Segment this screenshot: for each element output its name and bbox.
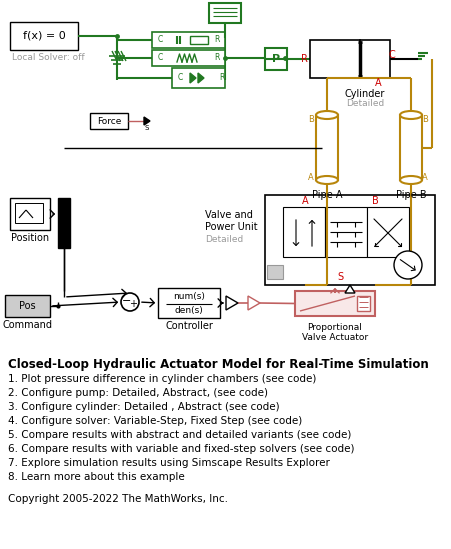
Text: R: R xyxy=(300,54,308,64)
Bar xyxy=(295,291,375,316)
Bar xyxy=(325,207,367,257)
Text: A: A xyxy=(422,172,428,182)
Text: 2. Configure pump: Detailed, Abstract, (see code): 2. Configure pump: Detailed, Abstract, (… xyxy=(8,388,268,398)
Text: Valve Actuator: Valve Actuator xyxy=(302,333,368,343)
Bar xyxy=(357,296,370,311)
Bar xyxy=(15,203,43,223)
Text: Pipe B: Pipe B xyxy=(396,190,426,200)
Text: 6. Compare results with variable and fixed-step solvers (see code): 6. Compare results with variable and fix… xyxy=(8,444,354,454)
Circle shape xyxy=(121,293,139,311)
Text: P: P xyxy=(272,54,280,64)
Text: num(s): num(s) xyxy=(173,293,205,301)
Text: Force: Force xyxy=(97,116,121,126)
Polygon shape xyxy=(345,285,355,293)
Text: f(x) = 0: f(x) = 0 xyxy=(23,31,65,41)
Bar xyxy=(367,207,409,257)
Text: C: C xyxy=(177,74,183,82)
Ellipse shape xyxy=(400,111,422,119)
Text: C: C xyxy=(157,53,163,63)
Text: Copyright 2005-2022 The MathWorks, Inc.: Copyright 2005-2022 The MathWorks, Inc. xyxy=(8,494,228,504)
Text: 8. Learn more about this example: 8. Learn more about this example xyxy=(8,472,185,482)
Text: Detailed: Detailed xyxy=(205,234,243,244)
Bar xyxy=(10,198,50,230)
Ellipse shape xyxy=(316,111,338,119)
Text: A: A xyxy=(308,172,314,182)
Bar xyxy=(10,22,78,50)
Ellipse shape xyxy=(400,176,422,184)
Polygon shape xyxy=(190,73,196,83)
Text: den(s): den(s) xyxy=(175,306,203,316)
Text: B: B xyxy=(422,115,428,125)
Text: +: + xyxy=(129,299,137,309)
Text: C: C xyxy=(157,36,163,44)
Bar xyxy=(152,50,225,66)
Polygon shape xyxy=(144,117,150,125)
Text: Closed-Loop Hydraulic Actuator Model for Real-Time Simulation: Closed-Loop Hydraulic Actuator Model for… xyxy=(8,358,429,371)
Bar xyxy=(172,68,225,88)
Text: Proportional: Proportional xyxy=(308,323,363,333)
Text: Detailed: Detailed xyxy=(346,99,384,109)
Bar xyxy=(316,115,338,180)
Text: Pipe A: Pipe A xyxy=(312,190,342,200)
Bar xyxy=(58,198,70,248)
Bar xyxy=(267,265,283,279)
Text: R: R xyxy=(214,53,220,63)
Bar xyxy=(90,113,128,129)
Ellipse shape xyxy=(316,176,338,184)
Text: S: S xyxy=(145,125,149,131)
Bar xyxy=(360,40,390,78)
Text: Local Solver: off: Local Solver: off xyxy=(12,53,85,63)
Text: B: B xyxy=(308,115,314,125)
Polygon shape xyxy=(226,296,238,310)
Text: Command: Command xyxy=(3,320,52,330)
Text: C: C xyxy=(389,50,396,60)
Text: −: − xyxy=(122,296,132,306)
Text: 3. Configure cylinder: Detailed , Abstract (see code): 3. Configure cylinder: Detailed , Abstra… xyxy=(8,402,280,412)
Circle shape xyxy=(394,251,422,279)
Text: 5. Compare results with abstract and detailed variants (see code): 5. Compare results with abstract and det… xyxy=(8,430,351,440)
Bar xyxy=(283,207,325,257)
Text: A: A xyxy=(302,196,308,206)
Text: 1. Plot pressure difference in cylinder chambers (see code): 1. Plot pressure difference in cylinder … xyxy=(8,374,316,384)
Text: Controller: Controller xyxy=(165,321,213,331)
Text: Cylinder: Cylinder xyxy=(345,89,385,99)
Bar xyxy=(400,115,422,180)
Text: 4. Configure solver: Variable-Step, Fixed Step (see code): 4. Configure solver: Variable-Step, Fixe… xyxy=(8,416,302,426)
Bar xyxy=(190,36,208,44)
Polygon shape xyxy=(248,296,260,310)
Bar xyxy=(152,32,225,48)
Text: Valve and: Valve and xyxy=(205,210,253,220)
Text: R: R xyxy=(214,36,220,44)
Text: Position: Position xyxy=(11,233,49,243)
Polygon shape xyxy=(198,73,204,83)
Text: A: A xyxy=(375,78,381,88)
Bar xyxy=(265,48,287,70)
Text: Pos: Pos xyxy=(19,301,36,311)
Text: R: R xyxy=(219,74,225,82)
Text: B: B xyxy=(372,196,378,206)
Bar xyxy=(158,288,220,318)
Text: Power Unit: Power Unit xyxy=(205,222,258,232)
Bar xyxy=(5,295,50,317)
Bar xyxy=(265,195,435,285)
Bar xyxy=(310,40,360,78)
Text: 7. Explore simulation results using Simscape Results Explorer: 7. Explore simulation results using Sims… xyxy=(8,458,330,468)
Text: S: S xyxy=(337,272,343,282)
Bar xyxy=(209,3,241,23)
